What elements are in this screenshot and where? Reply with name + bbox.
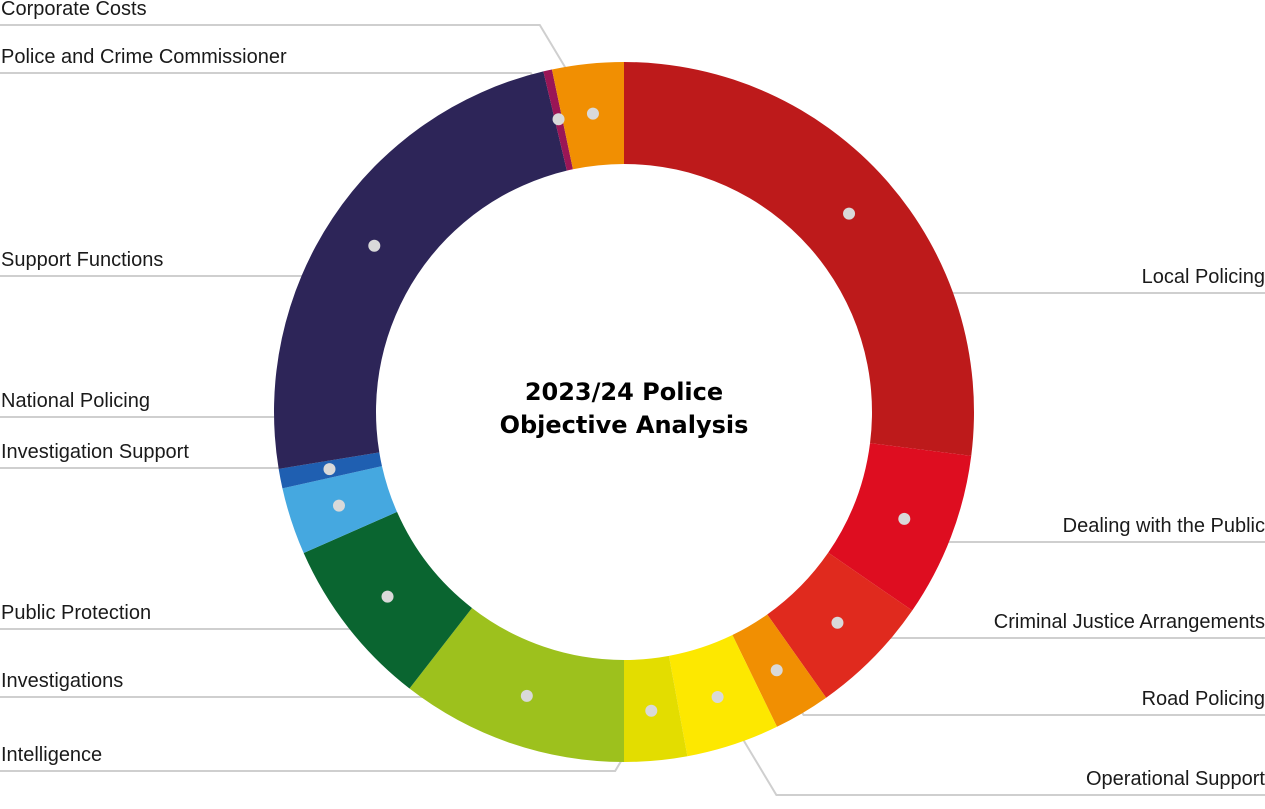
- label-intelligence: Intelligence: [1, 744, 102, 766]
- label-investigation-support: Investigation Support: [1, 441, 189, 463]
- center-title-line-2: Objective Analysis: [500, 411, 749, 439]
- label-criminal-justice-arrangements: Criminal Justice Arrangements: [994, 611, 1265, 633]
- slice-investigations: [409, 607, 624, 762]
- slice-local-policing: [624, 62, 974, 456]
- center-title: 2023/24 Police Objective Analysis: [500, 378, 749, 439]
- marker-public-protection: [381, 590, 394, 603]
- label-local-policing: Local Policing: [1142, 266, 1265, 288]
- marker-intelligence: [645, 704, 658, 717]
- marker-investigations: [520, 689, 533, 702]
- slice-labels: Local Policing Dealing with the Public Cri…: [1, 0, 1265, 790]
- marker-corporate-costs: [586, 107, 599, 120]
- marker-road-policing: [770, 664, 783, 677]
- marker-operational-support: [711, 691, 724, 704]
- slice-support-functions: [274, 71, 567, 469]
- marker-support-functions: [368, 239, 381, 252]
- label-support-functions: Support Functions: [1, 249, 163, 271]
- marker-investigation-support: [332, 499, 345, 512]
- center-title-line-1: 2023/24 Police: [525, 378, 723, 406]
- label-road-policing: Road Policing: [1142, 688, 1265, 710]
- marker-national-policing: [323, 463, 336, 476]
- label-police-and-crime-commissioner: Police and Crime Commissioner: [1, 46, 287, 68]
- slice-dealing-with-the-public: [828, 443, 972, 611]
- marker-dealing-with-the-public: [898, 512, 911, 525]
- label-national-policing: National Policing: [1, 390, 150, 412]
- label-dealing-with-the-public: Dealing with the Public: [1063, 515, 1265, 537]
- marker-local-policing: [843, 207, 856, 220]
- label-operational-support: Operational Support: [1086, 768, 1265, 790]
- marker-criminal-justice-arrangements: [831, 616, 844, 629]
- label-public-protection: Public Protection: [1, 602, 151, 624]
- slice-markers: [323, 107, 911, 717]
- marker-police-and-crime-commissioner: [552, 113, 565, 126]
- label-investigations: Investigations: [1, 670, 123, 692]
- label-corporate-costs: Corporate Costs: [1, 0, 147, 20]
